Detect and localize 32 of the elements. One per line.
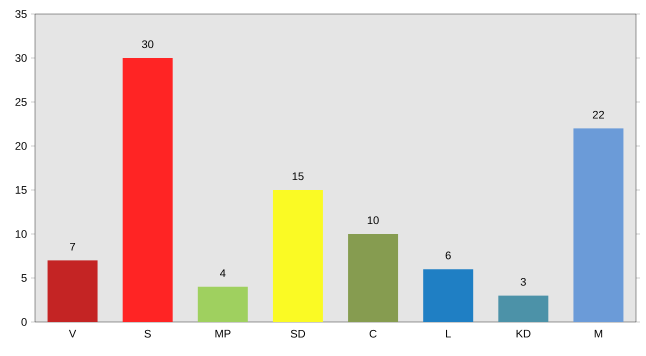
y-tick-label: 5 [21, 274, 27, 282]
bar [573, 128, 624, 322]
y-tick-label: 35 [15, 10, 27, 18]
bar [423, 269, 474, 322]
y-tick-label: 20 [15, 142, 27, 150]
x-tick-label: M [594, 330, 602, 338]
x-tick-label: V [68, 330, 76, 338]
x-tick-label: SD [290, 330, 306, 338]
data-label: 15 [292, 172, 304, 180]
y-tick-label: 15 [16, 186, 27, 194]
y-tick-label: 0 [21, 318, 27, 326]
bar [348, 234, 398, 322]
data-label: 30 [142, 40, 154, 48]
bar [122, 58, 173, 322]
bar [498, 296, 548, 322]
bar [198, 286, 248, 322]
x-tick-label: S [144, 330, 151, 338]
x-tick-label: L [446, 330, 451, 338]
y-tick-label: 30 [15, 54, 27, 62]
bar [48, 260, 98, 322]
x-tick-label: KD [516, 330, 530, 338]
data-label: 10 [368, 216, 379, 224]
y-tick-label: 25 [15, 98, 27, 106]
data-label: 3 [520, 278, 526, 286]
bar [272, 190, 323, 322]
data-label: 4 [220, 269, 226, 277]
data-label: 6 [446, 252, 451, 260]
x-tick-label: C [370, 330, 377, 338]
data-label: 22 [592, 110, 604, 119]
x-tick-label: MP [215, 330, 230, 338]
data-label: 7 [70, 242, 76, 251]
y-tick-label: 10 [16, 230, 27, 238]
